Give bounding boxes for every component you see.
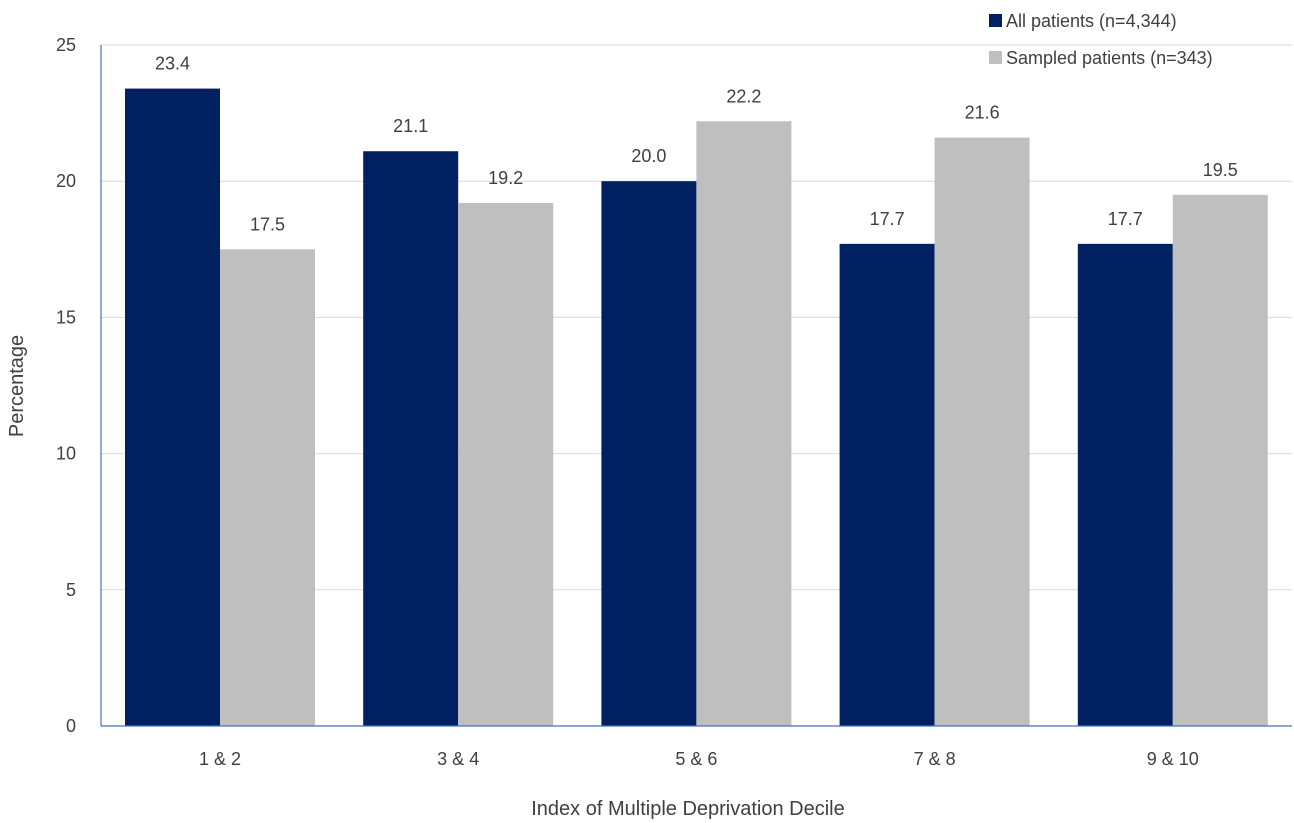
data-label: 17.7 — [1108, 209, 1143, 229]
data-label: 23.4 — [155, 54, 190, 74]
data-label: 21.1 — [393, 116, 428, 136]
x-tick-label: 5 & 6 — [675, 749, 717, 769]
legend-swatch-all-patients — [989, 14, 1002, 27]
legend: All patients (n=4,344) Sampled patients … — [989, 11, 1213, 68]
bar — [934, 137, 1030, 727]
legend-swatch-sampled-patients — [989, 51, 1002, 64]
x-tick-label: 3 & 4 — [437, 749, 479, 769]
y-tick-label: 20 — [56, 171, 76, 191]
data-label: 17.5 — [250, 214, 285, 234]
x-tick-label: 7 & 8 — [914, 749, 956, 769]
bar — [696, 121, 792, 727]
data-label: 17.7 — [870, 209, 905, 229]
data-label: 21.6 — [965, 103, 1000, 123]
y-tick-label: 15 — [56, 307, 76, 327]
x-axis-title: Index of Multiple Deprivation Decile — [531, 798, 845, 820]
bar — [839, 243, 935, 727]
bar — [1172, 194, 1268, 726]
bars — [125, 88, 1268, 727]
y-axis-title: Percentage — [6, 335, 28, 437]
data-label: 22.2 — [726, 86, 761, 106]
bar — [1077, 243, 1173, 727]
data-label: 20.0 — [631, 146, 666, 166]
legend-label-all-patients: All patients (n=4,344) — [1006, 11, 1177, 31]
bar — [125, 88, 220, 727]
y-tick-label: 25 — [56, 35, 76, 55]
y-tick-label: 10 — [56, 444, 76, 464]
bar — [601, 181, 697, 726]
y-tick-labels: 0 5 10 15 20 25 — [56, 35, 76, 736]
x-tick-labels: 1 & 2 3 & 4 5 & 6 7 & 8 9 & 10 — [199, 749, 1199, 769]
bar — [220, 249, 315, 727]
y-tick-label: 5 — [66, 580, 76, 600]
bar — [363, 151, 459, 727]
data-labels: 23.4 17.5 21.1 19.2 20.0 22.2 17.7 21.6 17.7 19.5 — [155, 54, 1238, 235]
data-label: 19.2 — [488, 168, 523, 188]
data-label: 19.5 — [1203, 160, 1238, 180]
bar — [458, 202, 554, 726]
x-tick-label: 1 & 2 — [199, 749, 241, 769]
legend-label-sampled-patients: Sampled patients (n=343) — [1006, 48, 1213, 68]
axes — [100, 45, 1292, 727]
y-tick-label: 0 — [66, 716, 76, 736]
x-tick-label: 9 & 10 — [1147, 749, 1199, 769]
